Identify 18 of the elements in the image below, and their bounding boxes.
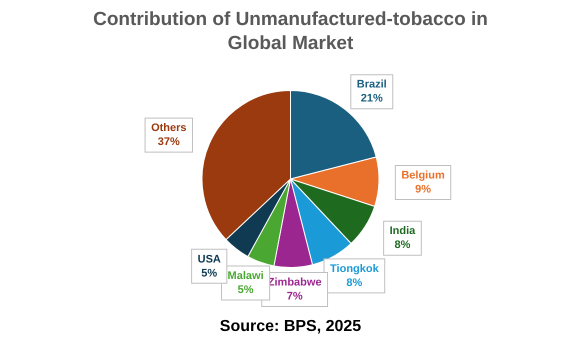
- data-label: 5%: [238, 284, 254, 296]
- chart-title: Contribution of Unmanufactured-tobacco in Global Market: [92, 8, 489, 56]
- slice-label: Others: [151, 122, 187, 134]
- slice-label: Zimbabwe: [268, 276, 322, 288]
- data-label: 9%: [415, 184, 432, 196]
- data-label: 37%: [158, 136, 180, 148]
- slice-label: Malawi: [228, 270, 264, 282]
- data-label: 21%: [360, 92, 383, 105]
- slice-label: USA: [198, 253, 221, 266]
- slice-label: Tiongkok: [330, 262, 380, 275]
- source-note: Source: BPS, 2025: [218, 318, 362, 336]
- data-label: 8%: [346, 276, 363, 289]
- slice-label: India: [390, 225, 416, 238]
- data-label: 5%: [201, 267, 218, 280]
- data-label: 7%: [286, 290, 303, 302]
- slice-label: Brazil: [356, 78, 387, 91]
- slice-label: Belgium: [401, 170, 445, 182]
- data-label: 8%: [394, 239, 411, 252]
